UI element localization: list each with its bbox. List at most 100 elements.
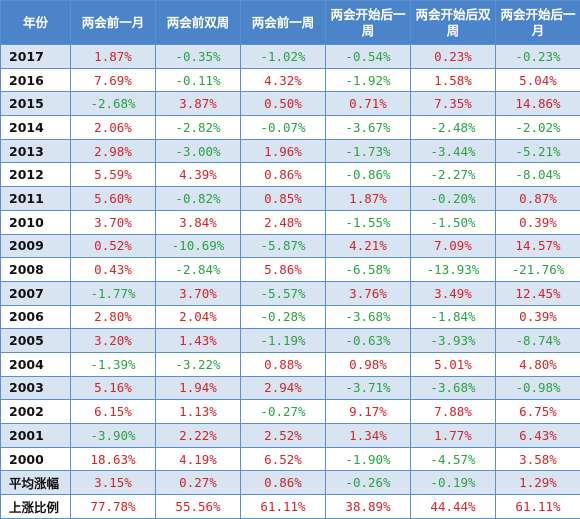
value-cell: 7.88% — [411, 400, 496, 424]
value-cell: -5.57% — [241, 281, 326, 305]
value-cell: 0.71% — [326, 92, 411, 116]
value-cell: -0.86% — [326, 163, 411, 187]
value-cell: 18.63% — [71, 447, 156, 471]
value-cell: 4.80% — [496, 352, 580, 376]
value-cell: -1.92% — [326, 68, 411, 92]
row-label: 2011 — [1, 187, 71, 211]
value-cell: 1.29% — [496, 471, 580, 495]
value-cell: -2.82% — [156, 116, 241, 140]
value-cell: 0.88% — [241, 352, 326, 376]
value-cell: 1.13% — [156, 400, 241, 424]
value-cell: -3.67% — [326, 116, 411, 140]
value-cell: 3.70% — [156, 281, 241, 305]
value-cell: -3.68% — [411, 376, 496, 400]
value-cell: -2.68% — [71, 92, 156, 116]
row-label: 2006 — [1, 305, 71, 329]
value-cell: 5.86% — [241, 258, 326, 282]
value-cell: 14.57% — [496, 234, 580, 258]
value-cell: -0.63% — [326, 329, 411, 353]
value-cell: -0.07% — [241, 116, 326, 140]
header-month-after: 两会开始后一月 — [496, 1, 580, 45]
row-label: 2012 — [1, 163, 71, 187]
value-cell: -0.27% — [241, 400, 326, 424]
row-label: 2016 — [1, 68, 71, 92]
value-cell: -3.90% — [71, 424, 156, 448]
value-cell: 5.04% — [496, 68, 580, 92]
value-cell: -0.11% — [156, 68, 241, 92]
value-cell: 1.34% — [326, 424, 411, 448]
value-cell: 3.49% — [411, 281, 496, 305]
value-cell: 7.35% — [411, 92, 496, 116]
value-cell: -13.93% — [411, 258, 496, 282]
value-cell: -3.71% — [326, 376, 411, 400]
value-cell: -1.02% — [241, 45, 326, 69]
value-cell: 7.69% — [71, 68, 156, 92]
value-cell: -2.02% — [496, 116, 580, 140]
value-cell: -0.54% — [326, 45, 411, 69]
value-cell: 6.43% — [496, 424, 580, 448]
value-cell: 0.87% — [496, 187, 580, 211]
value-cell: 1.58% — [411, 68, 496, 92]
header-year: 年份 — [1, 1, 71, 45]
value-cell: 1.96% — [241, 139, 326, 163]
value-cell: 2.06% — [71, 116, 156, 140]
value-cell: -1.39% — [71, 352, 156, 376]
value-cell: 2.52% — [241, 424, 326, 448]
value-cell: -3.68% — [326, 305, 411, 329]
value-cell: 3.15% — [71, 471, 156, 495]
value-cell: 4.19% — [156, 447, 241, 471]
value-cell: 38.89% — [326, 495, 411, 519]
value-cell: -1.50% — [411, 210, 496, 234]
value-cell: 1.87% — [71, 45, 156, 69]
value-cell: 6.15% — [71, 400, 156, 424]
row-label: 2001 — [1, 424, 71, 448]
value-cell: -2.84% — [156, 258, 241, 282]
row-label: 2003 — [1, 376, 71, 400]
value-cell: -1.73% — [326, 139, 411, 163]
value-cell: -2.27% — [411, 163, 496, 187]
value-cell: 14.86% — [496, 92, 580, 116]
value-cell: -1.55% — [326, 210, 411, 234]
value-cell: -3.93% — [411, 329, 496, 353]
value-cell: 55.56% — [156, 495, 241, 519]
value-cell: 0.52% — [71, 234, 156, 258]
value-cell: 4.39% — [156, 163, 241, 187]
table-row: 2007-1.77%3.70%-5.57%3.76%3.49%12.45% — [1, 281, 580, 305]
value-cell: 7.09% — [411, 234, 496, 258]
value-cell: 5.01% — [411, 352, 496, 376]
header-row: 年份 两会前一月 两会前双周 两会前一周 两会开始后一周 两会开始后双周 两会开… — [1, 1, 580, 45]
row-label: 2005 — [1, 329, 71, 353]
value-cell: 2.48% — [241, 210, 326, 234]
value-cell: -0.19% — [411, 471, 496, 495]
value-cell: -0.20% — [411, 187, 496, 211]
row-label: 2002 — [1, 400, 71, 424]
table-row: 2004-1.39%-3.22%0.88%0.98%5.01%4.80% — [1, 352, 580, 376]
value-cell: 61.11% — [241, 495, 326, 519]
value-cell: 2.80% — [71, 305, 156, 329]
value-cell: 5.59% — [71, 163, 156, 187]
value-cell: 12.45% — [496, 281, 580, 305]
value-cell: 1.94% — [156, 376, 241, 400]
value-cell: 1.43% — [156, 329, 241, 353]
value-cell: -0.23% — [496, 45, 580, 69]
value-cell: 5.60% — [71, 187, 156, 211]
value-cell: 3.87% — [156, 92, 241, 116]
value-cell: 4.21% — [326, 234, 411, 258]
value-cell: -1.77% — [71, 281, 156, 305]
value-cell: 2.94% — [241, 376, 326, 400]
value-cell: -0.26% — [326, 471, 411, 495]
value-cell: 2.22% — [156, 424, 241, 448]
value-cell: 0.23% — [411, 45, 496, 69]
value-cell: -0.35% — [156, 45, 241, 69]
value-cell: 77.78% — [71, 495, 156, 519]
value-cell: -2.48% — [411, 116, 496, 140]
row-label: 2014 — [1, 116, 71, 140]
value-cell: -6.58% — [326, 258, 411, 282]
